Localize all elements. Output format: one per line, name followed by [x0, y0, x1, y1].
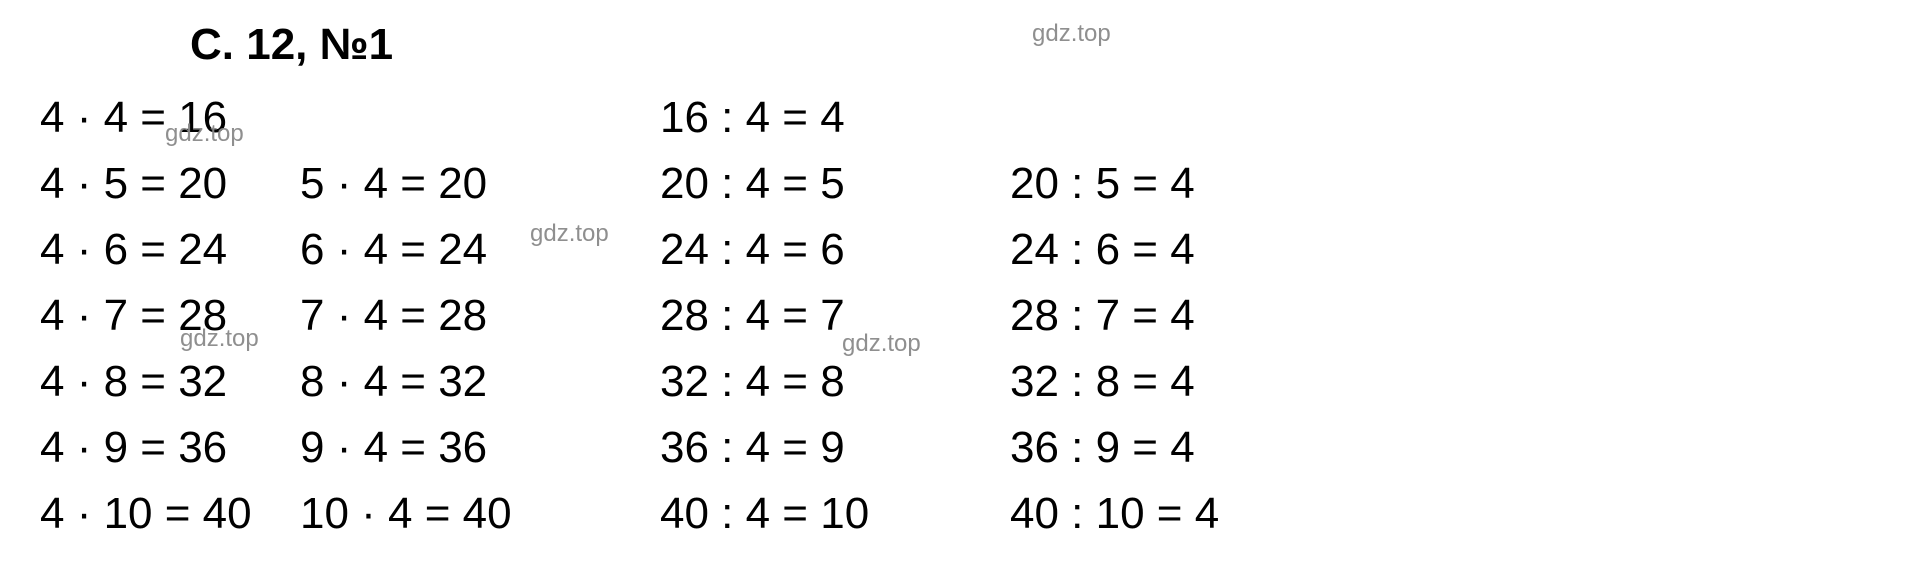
watermark-text: gdz.top — [1032, 20, 1111, 48]
page-title: С. 12, №1 — [190, 20, 1871, 70]
empty-cell — [300, 85, 580, 151]
watermark-text: gdz.top — [842, 330, 921, 358]
equation-cell: 20 : 4 = 5 — [660, 151, 940, 217]
equation-cell: 5 · 4 = 20 — [300, 151, 580, 217]
equation-cell: 4 · 9 = 36 — [40, 415, 300, 481]
equation-cell: 40 : 10 = 4 — [1010, 481, 1290, 547]
equation-cell: 4 · 10 = 40 — [40, 481, 300, 547]
equation-cell: 4 · 7 = 28 — [40, 283, 300, 349]
column-4: 20 : 5 = 4 24 : 6 = 4 28 : 7 = 4 32 : 8 … — [1010, 85, 1290, 547]
equation-cell: 28 : 7 = 4 — [1010, 283, 1290, 349]
equation-cell: 32 : 8 = 4 — [1010, 349, 1290, 415]
equation-cell: 36 : 4 = 9 — [660, 415, 940, 481]
equation-cell: 7 · 4 = 28 — [300, 283, 580, 349]
equation-cell: 16 : 4 = 4 — [660, 85, 940, 151]
equation-cell: 4 · 8 = 32 — [40, 349, 300, 415]
watermark-text: gdz.top — [180, 325, 259, 353]
equation-cell: 8 · 4 = 32 — [300, 349, 580, 415]
equation-cell: 20 : 5 = 4 — [1010, 151, 1290, 217]
column-2: 5 · 4 = 20 6 · 4 = 24 7 · 4 = 28 8 · 4 =… — [300, 85, 580, 547]
equation-cell: 4 · 5 = 20 — [40, 151, 300, 217]
watermark-text: gdz.top — [165, 120, 244, 148]
equation-cell: 24 : 6 = 4 — [1010, 217, 1290, 283]
equation-cell: 40 : 4 = 10 — [660, 481, 940, 547]
equation-cell: 10 · 4 = 40 — [300, 481, 580, 547]
equation-cell: 4 · 6 = 24 — [40, 217, 300, 283]
equation-cell: 9 · 4 = 36 — [300, 415, 580, 481]
equation-cell: 32 : 4 = 8 — [660, 349, 940, 415]
column-1: 4 · 4 = 16 4 · 5 = 20 4 · 6 = 24 4 · 7 =… — [40, 85, 300, 547]
equation-cell: 36 : 9 = 4 — [1010, 415, 1290, 481]
watermark-text: gdz.top — [530, 220, 609, 248]
empty-cell — [1010, 85, 1290, 151]
equations-grid: 4 · 4 = 16 4 · 5 = 20 4 · 6 = 24 4 · 7 =… — [40, 85, 1871, 547]
equation-cell: 24 : 4 = 6 — [660, 217, 940, 283]
column-3: 16 : 4 = 4 20 : 4 = 5 24 : 4 = 6 28 : 4 … — [660, 85, 940, 547]
